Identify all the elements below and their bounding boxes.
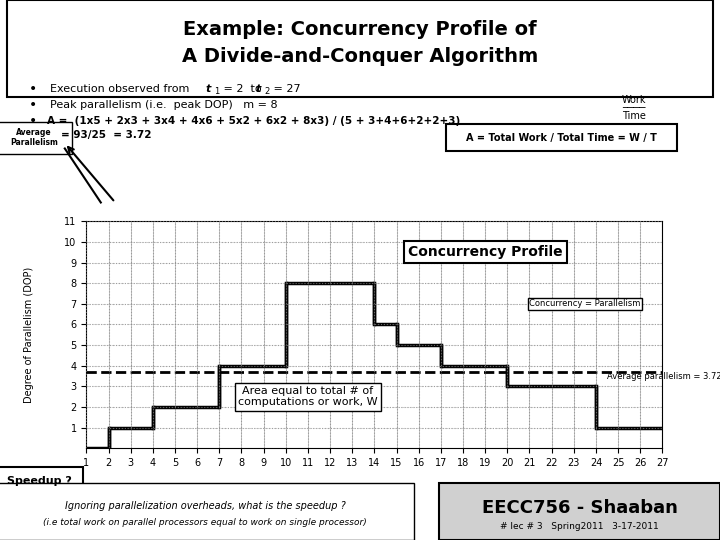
Text: t: t bbox=[205, 84, 210, 94]
Text: Time: Time bbox=[621, 111, 646, 121]
Text: = 27: = 27 bbox=[270, 84, 301, 94]
Text: = 93/25  = 3.72: = 93/25 = 3.72 bbox=[61, 130, 152, 140]
Text: (i.e total work on parallel processors equal to work on single processor): (i.e total work on parallel processors e… bbox=[43, 518, 367, 527]
Text: Concurrency = Parallelism: Concurrency = Parallelism bbox=[529, 299, 641, 308]
Text: Average parallelism = 3.72: Average parallelism = 3.72 bbox=[607, 372, 720, 381]
Text: 2: 2 bbox=[264, 87, 269, 96]
FancyBboxPatch shape bbox=[7, 0, 713, 97]
Text: Time ⟶: Time ⟶ bbox=[346, 489, 402, 502]
Text: A Divide-and-Conquer Algorithm: A Divide-and-Conquer Algorithm bbox=[182, 47, 538, 66]
Text: Concurrency Profile: Concurrency Profile bbox=[408, 245, 562, 259]
Text: Work: Work bbox=[621, 95, 646, 105]
Text: A =  (1x5 + 2x3 + 3x4 + 4x6 + 5x2 + 6x2 + 8x3) / (5 + 3+4+6+2+2+3): A = (1x5 + 2x3 + 3x4 + 4x6 + 5x2 + 6x2 +… bbox=[47, 117, 460, 126]
Text: Average
Parallelism: Average Parallelism bbox=[10, 128, 58, 147]
Text: Peak parallelism (i.e.  peak DOP)   m = 8: Peak parallelism (i.e. peak DOP) m = 8 bbox=[50, 100, 278, 110]
FancyBboxPatch shape bbox=[0, 483, 414, 540]
Text: Execution observed from: Execution observed from bbox=[50, 84, 200, 94]
Text: Degree of Parallelism (DOP): Degree of Parallelism (DOP) bbox=[24, 267, 34, 403]
Text: A = Total Work / Total Time = W / T: A = Total Work / Total Time = W / T bbox=[466, 133, 657, 143]
FancyBboxPatch shape bbox=[0, 467, 83, 494]
Text: ────: ──── bbox=[622, 103, 645, 113]
Text: Area equal to total # of
computations or work, W: Area equal to total # of computations or… bbox=[238, 386, 378, 408]
Text: EECC756 - Shaaban: EECC756 - Shaaban bbox=[482, 498, 678, 517]
Text: t: t bbox=[256, 84, 261, 94]
Text: t₂: t₂ bbox=[656, 498, 669, 512]
Text: •: • bbox=[29, 82, 37, 96]
Text: •: • bbox=[29, 114, 37, 129]
Text: •: • bbox=[29, 98, 37, 112]
Text: Speedup ?: Speedup ? bbox=[7, 476, 72, 485]
Text: Example: Concurrency Profile of: Example: Concurrency Profile of bbox=[183, 20, 537, 39]
FancyBboxPatch shape bbox=[439, 483, 720, 540]
FancyBboxPatch shape bbox=[446, 124, 677, 151]
FancyBboxPatch shape bbox=[0, 122, 72, 154]
Text: # lec # 3   Spring2011   3-17-2011: # lec # 3 Spring2011 3-17-2011 bbox=[500, 522, 659, 531]
Text: 1: 1 bbox=[214, 87, 219, 96]
Text: t₁: t₁ bbox=[102, 498, 115, 512]
Text: = 2  to: = 2 to bbox=[220, 84, 269, 94]
Text: Ignoring parallelization overheads, what is the speedup ?: Ignoring parallelization overheads, what… bbox=[65, 501, 346, 511]
